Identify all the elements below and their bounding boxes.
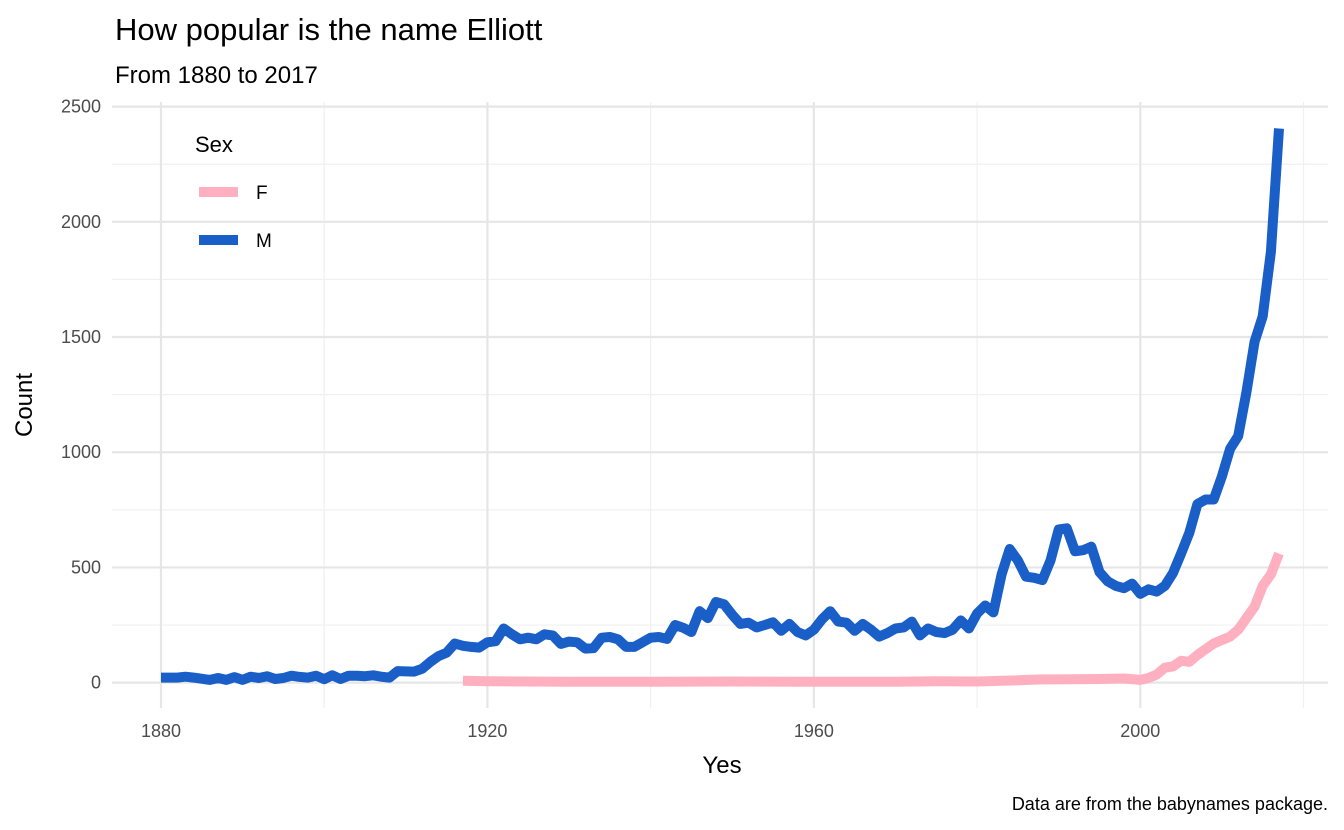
x-tick-label: 1880 <box>141 721 181 741</box>
chart-subtitle: From 1880 to 2017 <box>115 62 318 89</box>
y-tick-label: 1500 <box>61 327 101 347</box>
y-tick-label: 2500 <box>61 97 101 117</box>
chart-title: How popular is the name Elliott <box>115 12 543 47</box>
y-tick-label: 1000 <box>61 442 101 462</box>
x-axis-label: Yes <box>702 752 741 779</box>
series-line-M <box>161 128 1284 685</box>
legend-title: Sex <box>195 132 233 157</box>
x-tick-label: 1960 <box>794 721 834 741</box>
chart-caption: Data are from the babynames package. <box>1012 794 1328 814</box>
y-axis-ticks: 0 500 1000 1500 2000 2500 <box>61 97 101 693</box>
legend: Sex F M <box>195 132 272 252</box>
legend-label-F: F <box>256 183 268 204</box>
x-tick-label: 2000 <box>1120 721 1160 741</box>
y-tick-label: 2000 <box>61 212 101 232</box>
y-axis-label: Count <box>11 373 38 437</box>
y-tick-label: 0 <box>91 673 101 693</box>
x-axis-ticks: 1880 1920 1960 2000 <box>141 721 1160 741</box>
grid <box>112 102 1328 708</box>
series-lines <box>161 128 1284 687</box>
x-tick-label: 1920 <box>467 721 507 741</box>
legend-label-M: M <box>256 231 272 252</box>
y-tick-label: 500 <box>71 557 101 577</box>
series-line-F <box>462 551 1284 687</box>
